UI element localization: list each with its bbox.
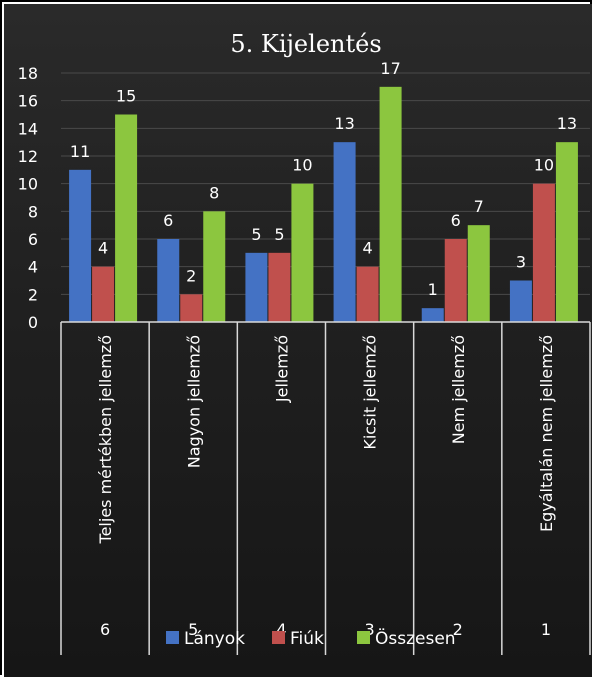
category-number-label: 4 <box>276 620 286 639</box>
data-label: 5 <box>251 225 261 244</box>
bar <box>444 239 467 322</box>
category-number-label: 1 <box>541 620 551 639</box>
data-label: 6 <box>163 211 173 230</box>
bar <box>379 86 402 322</box>
y-tick-label: 12 <box>18 147 38 166</box>
axes <box>60 321 591 655</box>
gridlines <box>61 72 590 295</box>
data-label: 13 <box>334 114 354 133</box>
category-number-label: 6 <box>100 620 110 639</box>
legend-label: Összesen <box>375 627 456 649</box>
legend-label: Lányok <box>184 629 245 649</box>
category-number-label: 2 <box>453 620 463 639</box>
bar <box>245 252 268 322</box>
y-tick-label: 18 <box>18 64 38 83</box>
bar <box>532 183 555 322</box>
y-tick-label: 16 <box>18 92 38 111</box>
legend-swatch <box>166 631 179 644</box>
bar <box>356 266 379 322</box>
bar <box>291 183 314 322</box>
chart-background <box>4 4 592 677</box>
legend-swatch <box>272 631 285 644</box>
data-label: 2 <box>186 266 196 285</box>
data-label: 10 <box>292 156 312 175</box>
y-tick-label: 0 <box>28 313 38 332</box>
data-label: 10 <box>534 156 554 175</box>
data-label: 4 <box>98 239 108 258</box>
y-tick-label: 10 <box>18 175 38 194</box>
category-number-label: 5 <box>188 620 198 639</box>
y-tick-label: 6 <box>28 230 38 249</box>
bar <box>268 252 291 322</box>
bar <box>509 280 532 322</box>
legend: Lányok Fiúk Összesen <box>166 627 456 649</box>
chart-title: 5. Kijelentés <box>230 30 381 58</box>
data-label: 8 <box>209 183 219 202</box>
bar <box>203 211 226 322</box>
y-tick-label: 4 <box>28 258 38 277</box>
bar <box>180 294 203 322</box>
data-label: 15 <box>116 87 136 106</box>
legend-swatch <box>357 631 370 644</box>
bar <box>421 308 444 322</box>
legend-label: Fiúk <box>290 629 324 649</box>
bar <box>157 239 180 322</box>
bar <box>115 114 138 322</box>
data-label: 5 <box>274 225 284 244</box>
y-tick-label: 2 <box>28 285 38 304</box>
data-label: 7 <box>474 197 484 216</box>
data-label: 13 <box>557 114 577 133</box>
x-tick-label: Nem jellemző <box>449 335 468 444</box>
data-label: 4 <box>362 239 372 258</box>
x-tick-label: Egyáltalán nem jellemző <box>537 335 556 532</box>
data-label: 3 <box>516 253 526 272</box>
data-label: 1 <box>428 280 438 299</box>
x-tick-label: Teljes mértékben jellemző <box>96 335 115 544</box>
bar <box>69 169 92 322</box>
category-number-label: 3 <box>364 620 374 639</box>
x-tick-label: Jellemző <box>272 335 291 403</box>
data-label: 6 <box>451 211 461 230</box>
data-label: 17 <box>380 59 400 78</box>
bar <box>555 142 578 322</box>
bar <box>333 142 356 322</box>
data-label: 11 <box>70 142 90 161</box>
x-tick-label: Nagyon jellemző <box>184 335 203 468</box>
x-tick-label: Kicsit jellemző <box>361 335 380 450</box>
y-tick-label: 14 <box>18 119 38 138</box>
bar <box>92 266 115 322</box>
y-tick-label: 8 <box>28 202 38 221</box>
bars <box>69 86 578 322</box>
bar <box>467 225 490 322</box>
